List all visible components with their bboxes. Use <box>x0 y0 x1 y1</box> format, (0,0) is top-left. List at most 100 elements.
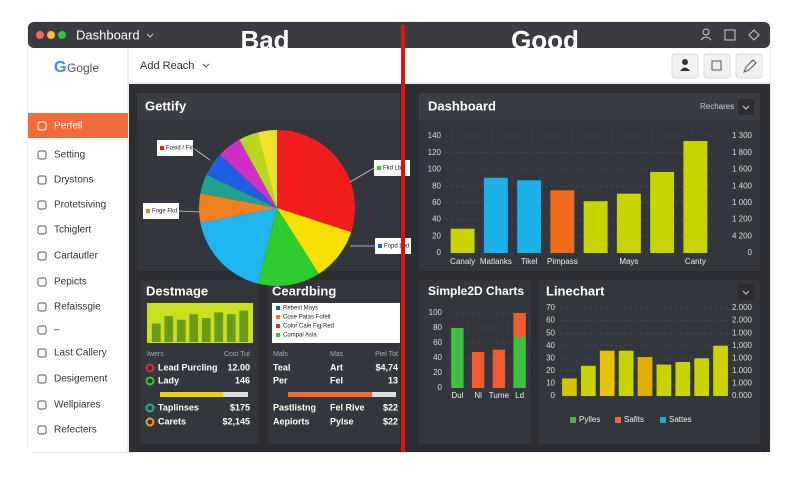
x-tick-label: Nl <box>474 391 482 400</box>
user-icon[interactable] <box>702 28 710 36</box>
bar <box>513 313 526 337</box>
y2-tick-label: 4 200 <box>732 231 753 240</box>
y-tick-label: 100 <box>428 165 442 174</box>
bar <box>226 314 236 342</box>
panel-title: Linechart <box>546 283 605 298</box>
y2-tick-label: 1 300 <box>732 131 753 140</box>
callout-line <box>178 210 201 213</box>
y-tick-label: 30 <box>546 353 555 362</box>
y-tick-label: 40 <box>432 215 441 224</box>
y2-tick-label: 1,000 <box>732 341 753 350</box>
callout-swatch <box>378 244 382 248</box>
table-cell: $4,74 <box>375 362 398 372</box>
nav-item[interactable]: Protetsiving <box>54 200 106 211</box>
legend-swatch <box>276 315 280 319</box>
legend-label: Safits <box>624 415 644 424</box>
nav-item[interactable]: Refecters <box>54 425 97 436</box>
title-bar <box>28 22 770 48</box>
close-dot[interactable] <box>36 31 44 39</box>
header <box>129 48 770 83</box>
range-dropdown[interactable]: Rechares <box>700 102 734 111</box>
profile-button[interactable] <box>671 53 699 79</box>
bar <box>483 177 508 253</box>
settings-icon[interactable] <box>748 29 760 41</box>
y2-tick-label: 1 200 <box>732 215 753 224</box>
dropdown-button[interactable] <box>738 99 754 115</box>
bar <box>450 228 475 253</box>
y2-tick-label: 1 000 <box>732 198 753 207</box>
bar <box>176 319 186 342</box>
nav-item[interactable]: Perfell <box>54 121 82 132</box>
row-icon <box>145 363 155 373</box>
row-icon <box>145 403 155 413</box>
add-reach-caret[interactable] <box>202 63 210 68</box>
nav-item[interactable]: Cartautler <box>54 251 99 262</box>
nav-item[interactable]: Wellpiares <box>54 400 101 411</box>
table-cell: Fel <box>330 375 343 385</box>
dropdown-button[interactable] <box>738 284 754 300</box>
pie-slice <box>257 208 319 287</box>
nav-icon <box>37 225 47 235</box>
nav-item[interactable]: – <box>54 325 60 336</box>
window-icon[interactable] <box>724 29 736 41</box>
bar <box>239 310 249 342</box>
bar <box>513 337 526 388</box>
row-icon <box>145 376 155 386</box>
y2-tick-label: 0 <box>748 248 753 257</box>
table-cell: Lady <box>158 375 179 385</box>
y-tick-label: 0 <box>437 248 442 257</box>
nav-item[interactable]: Pepicts <box>54 277 87 288</box>
edit-icon <box>743 59 757 73</box>
bar <box>616 193 641 253</box>
y-tick-label: 40 <box>433 353 442 362</box>
nav-item[interactable]: Setting <box>54 150 85 161</box>
pie-slice <box>277 208 352 274</box>
y-tick-label: 120 <box>428 148 442 157</box>
nav-icon <box>37 400 47 410</box>
nav-icon <box>37 175 47 185</box>
bar <box>713 345 728 396</box>
table-header: Mals <box>273 351 288 358</box>
minimize-dot[interactable] <box>47 31 55 39</box>
y-tick-label: 20 <box>433 368 442 377</box>
table-header: Piel Tot <box>375 351 398 358</box>
bar <box>201 317 211 342</box>
bar <box>164 316 174 342</box>
copy-icon <box>711 60 722 71</box>
y-tick-label: 50 <box>546 328 555 337</box>
progress-bar <box>160 392 224 397</box>
legend-swatch <box>276 333 280 337</box>
nav-item[interactable]: Desigement <box>54 374 108 385</box>
copy-button[interactable] <box>703 53 731 79</box>
nav-icon <box>37 150 47 160</box>
x-tick-label: Mays <box>619 257 638 266</box>
y2-tick-label: 1 800 <box>732 148 753 157</box>
profile-icon <box>682 59 688 65</box>
edit-button[interactable] <box>735 53 763 79</box>
title-caret[interactable] <box>146 33 154 38</box>
y-tick-label: 20 <box>546 366 555 375</box>
y2-tick-label: 1 600 <box>732 165 753 174</box>
table-cell: Lead Purcling <box>158 362 218 372</box>
progress-bar <box>288 392 373 397</box>
add-reach-button[interactable]: Add Reach <box>140 60 194 72</box>
callout-line <box>192 147 211 161</box>
nav-item[interactable]: Refaissgie <box>54 302 101 313</box>
legend-swatch <box>276 306 280 310</box>
table-cell: Aepiorts <box>273 416 310 426</box>
table-cell: Teal <box>273 362 290 372</box>
nav: Perfell Setting Drystons Protetsiving Tchigl… <box>28 113 128 436</box>
nav-icon <box>37 277 47 287</box>
callout-label: Fopd Lbd <box>384 244 409 250</box>
callout-line <box>349 167 375 183</box>
table-cell: $2,145 <box>222 416 250 426</box>
zoom-dot[interactable] <box>58 31 66 39</box>
nav-icon <box>37 251 47 261</box>
nav-item[interactable]: Tchiglert <box>54 225 91 236</box>
legend-swatch <box>615 417 621 423</box>
nav-icon <box>37 200 47 210</box>
nav-item[interactable]: Drystons <box>54 175 93 186</box>
nav-item[interactable]: Last Callery <box>54 348 107 359</box>
